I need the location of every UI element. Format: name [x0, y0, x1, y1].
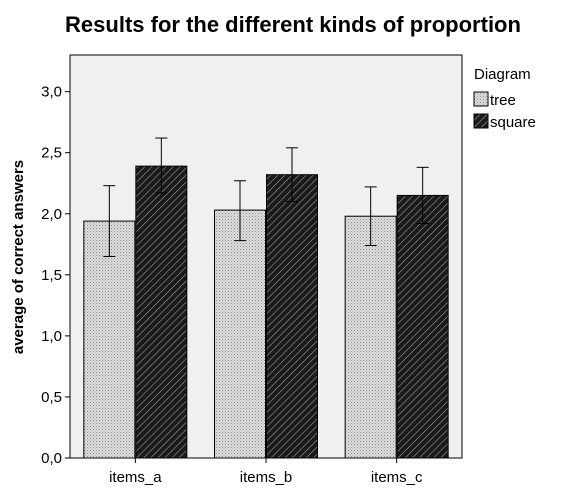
y-tick-label: 1,0 [41, 328, 62, 345]
y-tick-label: 2,5 [41, 145, 62, 162]
legend-label-square: square [490, 114, 536, 131]
bar-square-items_c [396, 194, 449, 459]
chart-title: Results for the different kinds of propo… [65, 12, 521, 37]
legend-label-tree: tree [490, 92, 516, 109]
bar-square-items_b [266, 174, 318, 459]
legend-swatch-square [473, 113, 489, 129]
legend-swatch-tree [473, 91, 489, 107]
error-bars-group [103, 137, 429, 257]
bar-square-items_a [135, 165, 188, 459]
y-tick-label: 1,5 [41, 267, 62, 284]
bar-tree-items_c [344, 215, 397, 459]
x-tick-label: items_c [371, 469, 423, 486]
y-tick-label: 3,0 [41, 84, 62, 101]
y-axis: 0,0 0,5 1,0 1,5 2,0 2,5 3,0 [41, 84, 70, 467]
legend-title: Diagram [474, 66, 531, 83]
x-tick-label: items_b [240, 469, 293, 486]
bar-tree-items_b [214, 209, 266, 459]
y-tick-label: 0,5 [41, 389, 62, 406]
y-tick-label: 2,0 [41, 206, 62, 223]
x-axis: items_a items_b items_c [109, 458, 423, 486]
bars-group [83, 165, 449, 459]
y-axis-label: average of correct answers [10, 160, 27, 354]
y-tick-label: 0,0 [41, 450, 62, 467]
legend: Diagram tree square [473, 66, 536, 131]
x-tick-label: items_a [109, 469, 162, 486]
